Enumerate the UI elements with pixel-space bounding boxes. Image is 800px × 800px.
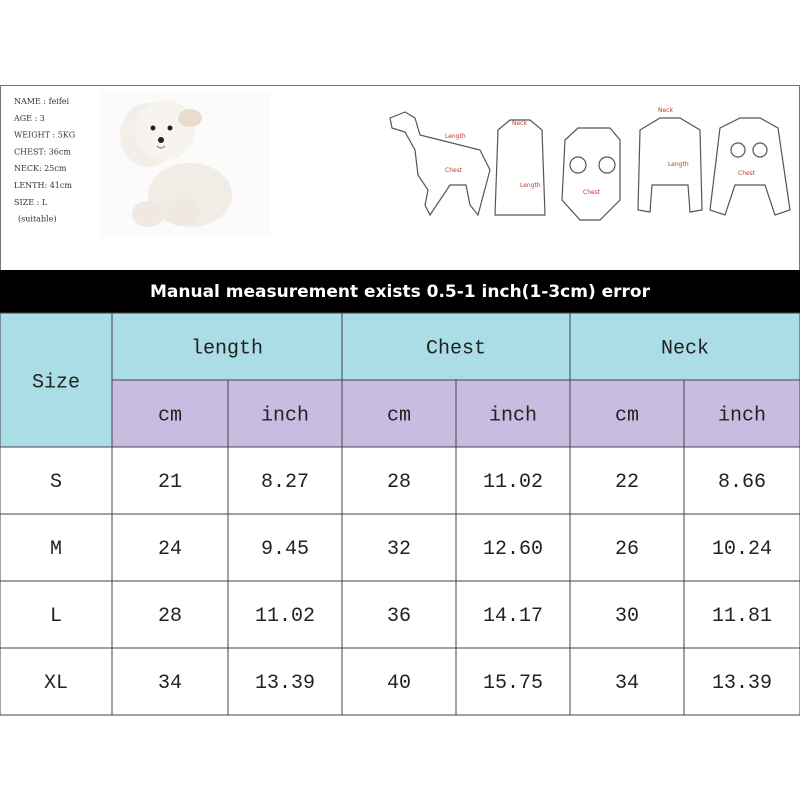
unit-header: cm xyxy=(158,404,182,427)
table-value: 28 xyxy=(158,605,182,628)
banner-text: Manual measurement exists 0.5-1 inch(1-3… xyxy=(150,282,651,302)
profile-line: AGE : 3 xyxy=(13,114,45,123)
table-cell xyxy=(455,647,571,716)
diagram-label: Neck xyxy=(512,120,527,127)
table-cell xyxy=(341,446,457,515)
unit-header: cm xyxy=(387,404,411,427)
profile-line: LENTH: 41cm xyxy=(14,181,72,190)
dog-photo xyxy=(100,92,270,237)
diagram-label: Length xyxy=(520,182,541,189)
table-value: 14.17 xyxy=(483,605,543,628)
diagram-label: Length xyxy=(445,133,466,140)
size-label: XL xyxy=(44,672,68,695)
table-value: 12.60 xyxy=(483,538,543,561)
diagram-label: Chest xyxy=(738,170,756,177)
table-value: 10.24 xyxy=(712,538,772,561)
table-value: 15.75 xyxy=(483,672,543,695)
table-value: 34 xyxy=(158,672,182,695)
table-cell xyxy=(683,513,800,582)
table-cell xyxy=(111,312,343,381)
group-header: Neck xyxy=(661,337,709,360)
size-label: S xyxy=(50,471,62,494)
table-cell xyxy=(683,446,800,515)
table-value: 26 xyxy=(615,538,639,561)
table-value: 34 xyxy=(615,672,639,695)
diagram-label: Length xyxy=(668,161,689,168)
profile-line: NECK: 25cm xyxy=(14,164,67,173)
table-cell xyxy=(341,647,457,716)
table-value: 11.81 xyxy=(712,605,772,628)
table-cell xyxy=(227,446,343,515)
unit-header: inch xyxy=(261,404,309,427)
table-value: 8.27 xyxy=(261,471,309,494)
table-value: 8.66 xyxy=(718,471,766,494)
table-cell xyxy=(569,379,685,448)
unit-header: cm xyxy=(615,404,639,427)
table-cell xyxy=(341,580,457,649)
group-header: Chest xyxy=(426,337,486,360)
table-cell xyxy=(683,379,800,448)
profile-line: NAME : feifei xyxy=(14,97,70,106)
profile-line: CHEST: 36cm xyxy=(14,147,71,156)
profile-line: WEIGHT : 5KG xyxy=(14,131,75,140)
table-cell xyxy=(569,580,685,649)
table-value: 36 xyxy=(387,605,411,628)
table-cell xyxy=(569,647,685,716)
table-value: 28 xyxy=(387,471,411,494)
table-value: 21 xyxy=(158,471,182,494)
table-cell xyxy=(111,513,229,582)
table-value: 13.39 xyxy=(255,672,315,695)
table-value: 30 xyxy=(615,605,639,628)
table-cell xyxy=(227,647,343,716)
group-header: length xyxy=(191,337,263,360)
table-cell xyxy=(111,647,229,716)
size-label: M xyxy=(50,538,62,561)
table-cell xyxy=(455,580,571,649)
table-cell xyxy=(455,446,571,515)
table-cell xyxy=(569,513,685,582)
table-cell xyxy=(227,379,343,448)
table-value: 11.02 xyxy=(255,605,315,628)
table-value: 22 xyxy=(615,471,639,494)
table-cell xyxy=(111,580,229,649)
table-cell xyxy=(569,312,800,381)
table-cell xyxy=(341,379,457,448)
table-value: 11.02 xyxy=(483,471,543,494)
diagram-label: Chest xyxy=(583,189,601,196)
diagram-label: Chest xyxy=(445,167,463,174)
table-cell xyxy=(341,513,457,582)
banner-bg xyxy=(0,270,800,313)
table-value: 32 xyxy=(387,538,411,561)
size-label: L xyxy=(50,605,62,628)
table-cell xyxy=(111,379,229,448)
table-value: 13.39 xyxy=(712,672,772,695)
profile-line: SIZE : L xyxy=(14,198,48,207)
unit-header: inch xyxy=(489,404,537,427)
profile-line: (suitable) xyxy=(18,215,56,224)
table-cell xyxy=(227,580,343,649)
measure-diagrams xyxy=(389,111,791,221)
size-header: Size xyxy=(32,371,80,394)
table-cell xyxy=(227,513,343,582)
table-value: 9.45 xyxy=(261,538,309,561)
table-cell xyxy=(0,312,113,448)
unit-header: inch xyxy=(718,404,766,427)
table-cell xyxy=(683,647,800,716)
diagram-label: Neck xyxy=(658,107,673,114)
table-value: 24 xyxy=(158,538,182,561)
table-value: 40 xyxy=(387,672,411,695)
